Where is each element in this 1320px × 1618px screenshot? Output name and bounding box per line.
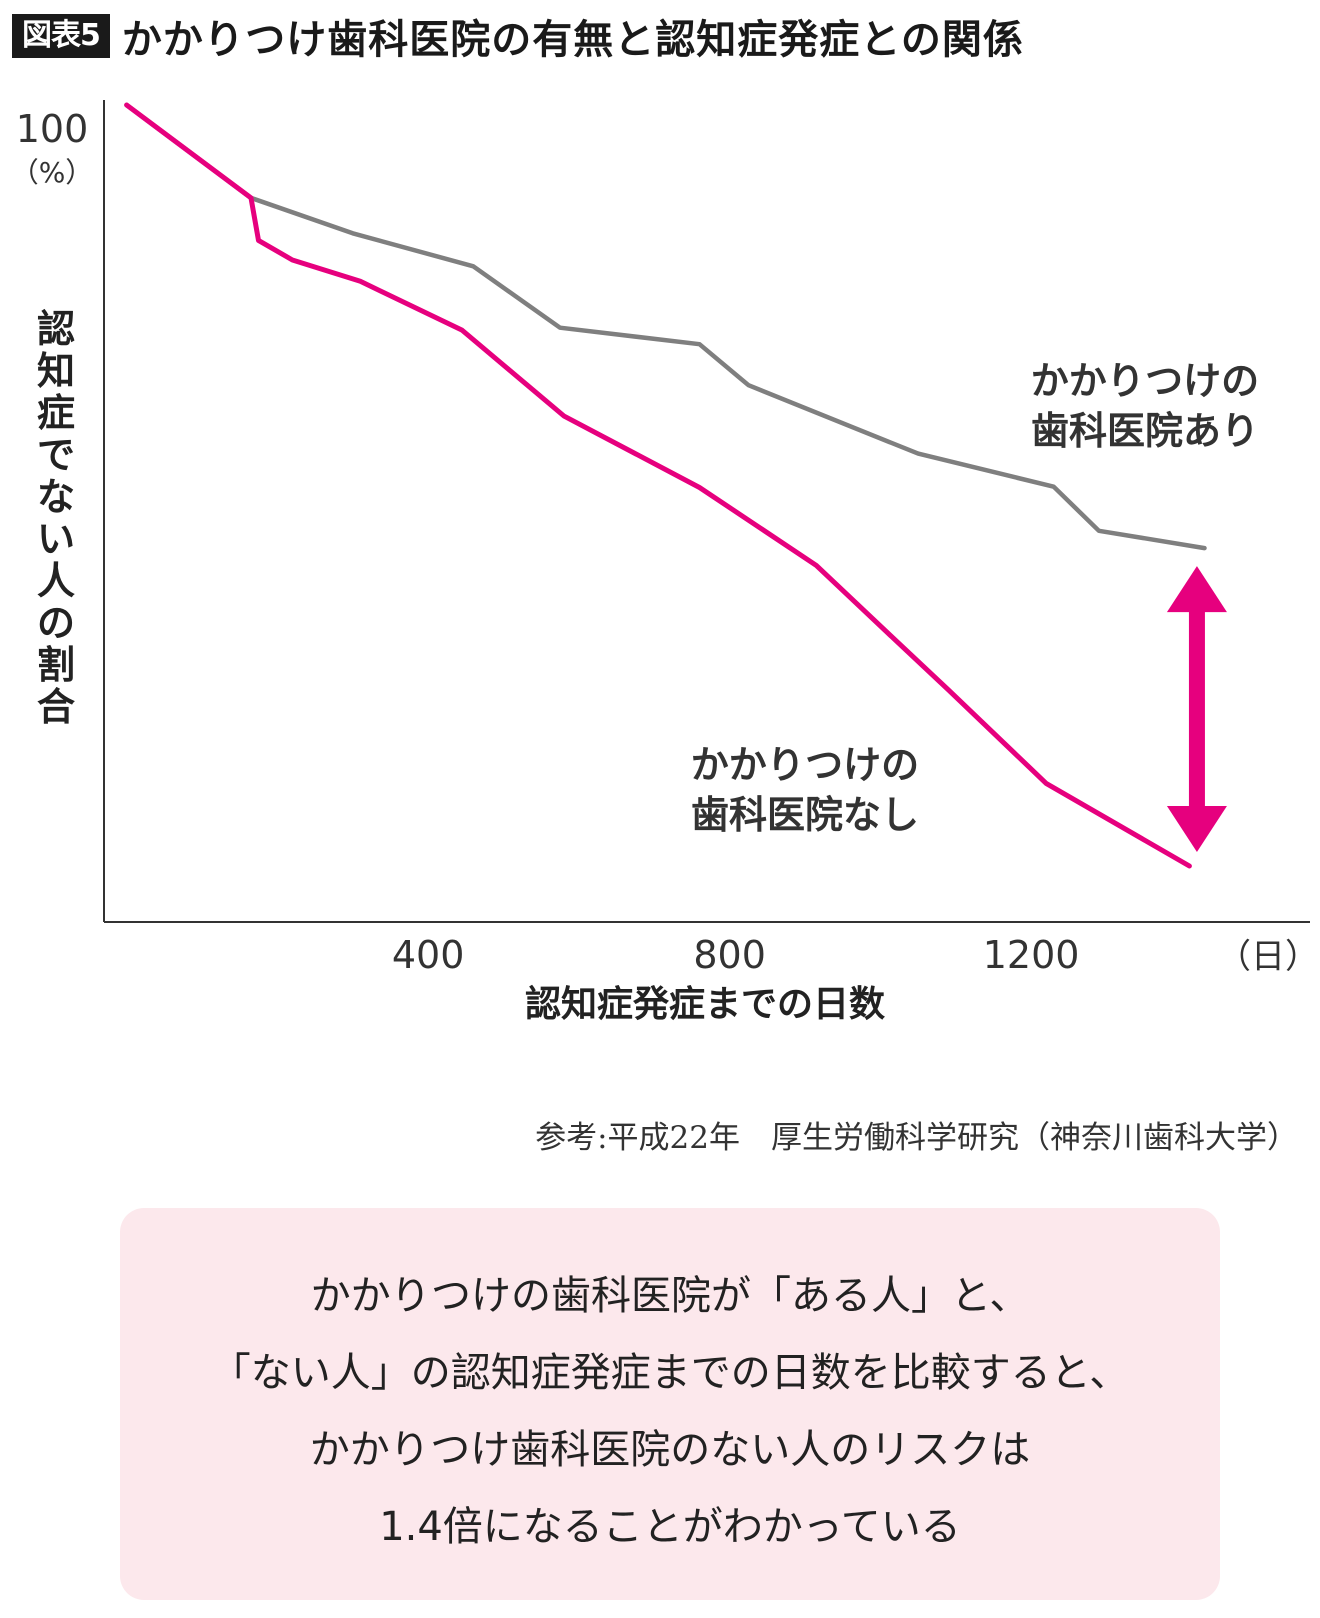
gap-arrow [1166,566,1227,853]
gap-arrow-shaft [1188,610,1205,809]
page-title: かかりつけ歯科医院の有無と認知症発症との関係 [121,17,1024,63]
series-line-with-dentist [124,102,1207,551]
y-tick-label-100: 100 [16,107,89,151]
figure-badge: 図表5 [12,14,110,58]
series-line-without-dentist [124,102,1192,869]
x-tick-label-400: 400 [392,933,465,977]
series-label-with-dentist: かかりつけの歯科医院あり [1031,359,1259,453]
summary-line-1: かかりつけの歯科医院が「ある人」と、 [310,1273,1030,1319]
x-tick-label-1200: 1200 [983,933,1080,977]
summary-line-3: かかりつけ歯科医院のない人のリスクは [309,1427,1031,1473]
gap-arrow-head-down [1166,806,1227,853]
x-axis-title: 認知症発症までの日数 [525,984,885,1025]
source-note: 参考:平成22年 厚生労働科学研究（神奈川歯科大学） [535,1120,1298,1156]
summary-line-4: 1.4倍になることがわかっている [379,1504,961,1550]
summary-box: かかりつけの歯科医院が「ある人」と、 「ない人」の認知症発症までの日数を比較する… [120,1208,1220,1600]
y-unit-label: （%） [11,156,94,189]
header: 図表5 かかりつけ歯科医院の有無と認知症発症との関係 [12,8,1024,64]
gap-arrow-head-up [1166,566,1227,613]
summary-line-2: 「ない人」の認知症発症までの日数を比較すると、 [210,1350,1130,1396]
y-axis-title: 認知症でない人の割合 [37,307,75,729]
x-tick-label-800: 800 [693,933,766,977]
series-label-without-dentist: かかりつけの歯科医院なし [691,743,919,837]
x-unit-label: （日） [1217,937,1319,977]
